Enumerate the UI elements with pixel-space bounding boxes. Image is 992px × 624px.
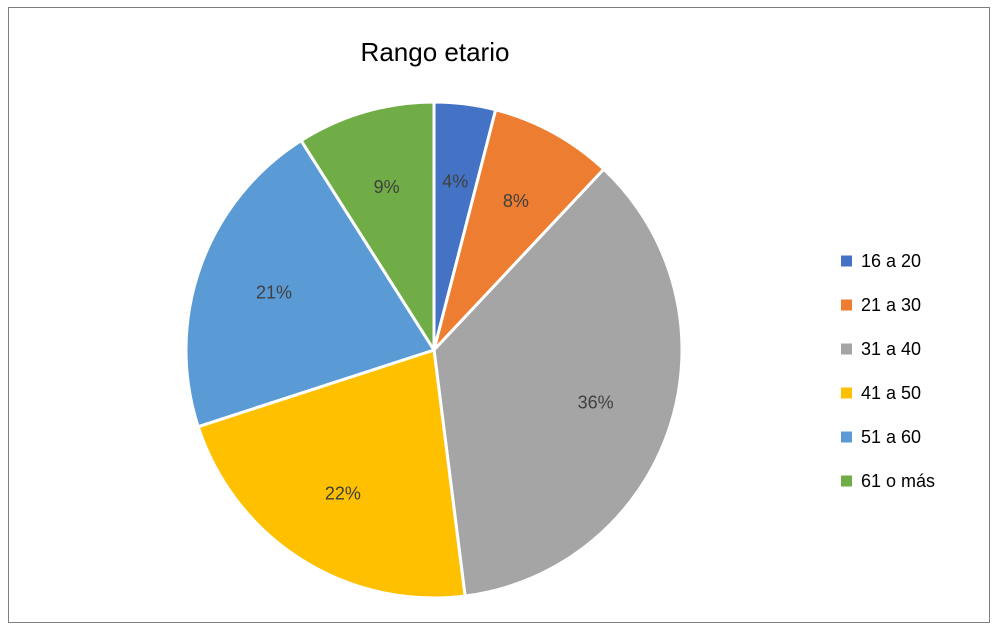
- legend-swatch: [841, 475, 852, 487]
- slice-label-51-a-60: 21%: [256, 282, 292, 302]
- pie-chart: Rango etario 4% 8% 36% 22% 21% 9% 16 a 20 21 a…: [184, 37, 935, 600]
- legend-swatch: [841, 431, 852, 443]
- legend-label: 31 a 40: [861, 339, 921, 359]
- slice-label-41-a-50: 22%: [325, 484, 361, 504]
- legend-swatch: [841, 299, 852, 311]
- legend-label: 61 o más: [861, 471, 935, 491]
- legend-item-21-a-30: 21 a 30: [841, 295, 921, 315]
- slice-label-61-o-mas: 9%: [374, 177, 400, 197]
- slice-label-21-a-30: 8%: [503, 191, 529, 211]
- pie-slice-21-a-30: [432, 108, 606, 352]
- legend-swatch: [841, 343, 852, 355]
- legend-item-61-o-mas: 61 o más: [841, 471, 935, 491]
- legend-label: 16 a 20: [861, 251, 921, 271]
- pie-slice-61-o-mas: [299, 100, 436, 352]
- pie-slice-51-a-60: [184, 139, 436, 429]
- pie-slice-31-a-40: [432, 167, 684, 598]
- pie-slice-labels: 4% 8% 36% 22% 21% 9%: [256, 171, 614, 503]
- slice-label-16-a-20: 4%: [442, 171, 468, 191]
- legend-item-41-a-50: 41 a 50: [841, 383, 921, 403]
- chart-title: Rango etario: [361, 37, 510, 67]
- legend-swatch: [841, 387, 852, 399]
- legend-label: 21 a 30: [861, 295, 921, 315]
- legend-label: 41 a 50: [861, 383, 921, 403]
- slice-label-31-a-40: 36%: [578, 393, 614, 413]
- pie-slice-41-a-50: [196, 348, 467, 600]
- legend-item-16-a-20: 16 a 20: [841, 251, 921, 271]
- legend-item-51-a-60: 51 a 60: [841, 427, 921, 447]
- legend: 16 a 20 21 a 30 31 a 40 41 a 50 51 a 60 61 o …: [841, 251, 935, 491]
- chart-frame: Rango etario 4% 8% 36% 22% 21% 9% 16 a 20 21 a…: [8, 7, 990, 623]
- legend-swatch: [841, 255, 852, 267]
- legend-label: 51 a 60: [861, 427, 921, 447]
- pie-slices: [184, 100, 684, 600]
- legend-item-31-a-40: 31 a 40: [841, 339, 921, 359]
